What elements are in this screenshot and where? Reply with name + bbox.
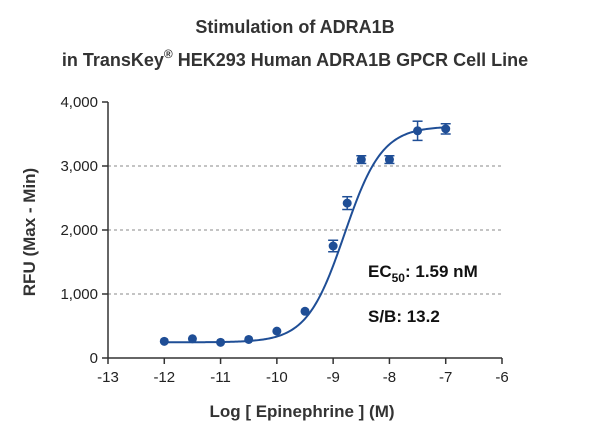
data-point bbox=[356, 155, 366, 165]
data-point bbox=[216, 337, 226, 347]
data-point bbox=[187, 334, 197, 344]
x-tick-label: -7 bbox=[439, 369, 452, 386]
data-point bbox=[244, 334, 254, 344]
y-tick-label: 2,000 bbox=[60, 222, 98, 239]
x-tick-label: -10 bbox=[266, 369, 288, 386]
fit-curve bbox=[164, 126, 446, 344]
y-axis-title: RFU (Max - Min) bbox=[20, 168, 39, 296]
data-point bbox=[272, 326, 282, 336]
x-tick-label: -11 bbox=[210, 369, 231, 386]
x-tick-label: -13 bbox=[97, 369, 119, 386]
x-tick-label: -6 bbox=[495, 369, 508, 386]
x-tick-label: -8 bbox=[383, 369, 396, 386]
y-tick-label: 4,000 bbox=[60, 94, 98, 111]
axes bbox=[102, 101, 503, 364]
x-tick-label: -9 bbox=[326, 369, 339, 386]
y-tick-label: 3,000 bbox=[60, 158, 98, 175]
chart-title-line2: in TransKey® HEK293 Human ADRA1B GPCR Ce… bbox=[62, 47, 528, 70]
x-tick-labels: -13 -12 -11 -10 -9 -8 -7 -6 bbox=[97, 369, 509, 386]
data-point bbox=[413, 126, 423, 136]
data-point bbox=[384, 155, 394, 165]
ec50-annotation: EC50: 1.59 nM bbox=[368, 262, 478, 285]
y-tick-label: 0 bbox=[90, 350, 98, 367]
sb-annotation: S/B: 13.2 bbox=[368, 307, 440, 326]
x-tick-label: -12 bbox=[153, 369, 175, 386]
data-point bbox=[300, 306, 310, 316]
data-point bbox=[328, 241, 338, 251]
data-point bbox=[342, 198, 352, 208]
x-axis-title: Log [ Epinephrine ] (M) bbox=[209, 402, 394, 421]
data-points bbox=[159, 120, 451, 347]
data-point bbox=[441, 124, 451, 134]
fit-curve-group bbox=[164, 126, 446, 344]
y-tick-label: 1,000 bbox=[60, 286, 98, 303]
y-tick-labels: 0 1,000 2,000 3,000 4,000 bbox=[60, 94, 98, 367]
chart-title-line1: Stimulation of ADRA1B bbox=[195, 17, 394, 37]
data-point bbox=[159, 336, 169, 346]
